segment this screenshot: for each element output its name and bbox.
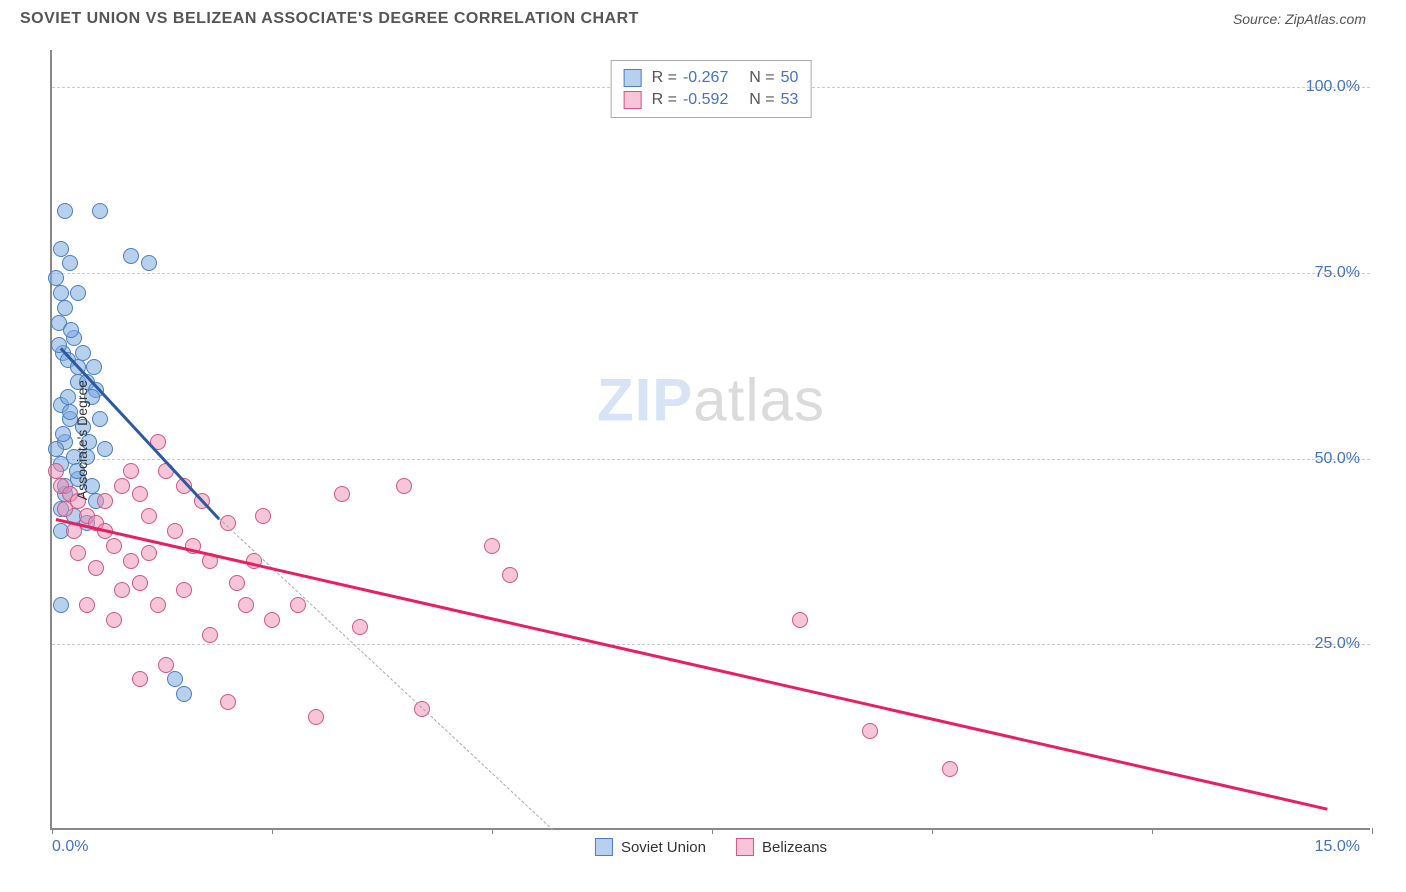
scatter-point: [264, 612, 280, 628]
scatter-point: [106, 538, 122, 554]
scatter-point: [62, 255, 78, 271]
scatter-point: [106, 612, 122, 628]
scatter-point: [220, 515, 236, 531]
stat-n: 53: [781, 91, 799, 109]
scatter-point: [176, 582, 192, 598]
scatter-point: [220, 694, 236, 710]
scatter-point: [92, 411, 108, 427]
scatter-point: [48, 441, 64, 457]
legend-swatch: [595, 838, 613, 856]
legend-swatch: [624, 69, 642, 87]
scatter-point: [167, 671, 183, 687]
scatter-point: [75, 345, 91, 361]
legend-item: Soviet Union: [595, 838, 706, 856]
scatter-point: [114, 478, 130, 494]
stat-n: 50: [781, 69, 799, 87]
y-axis-label: Associate's Degree: [74, 380, 90, 500]
scatter-point: [238, 597, 254, 613]
chart-title: SOVIET UNION VS BELIZEAN ASSOCIATE'S DEG…: [20, 10, 639, 28]
scatter-point: [70, 545, 86, 561]
y-tick-label: 75.0%: [1315, 264, 1360, 282]
stats-legend: R =-0.267 N =50R =-0.592 N =53: [611, 60, 812, 118]
gridline: [52, 273, 1370, 274]
scatter-point: [141, 545, 157, 561]
scatter-point: [88, 560, 104, 576]
scatter-point: [48, 463, 64, 479]
stat-r: -0.267: [683, 69, 728, 87]
scatter-point: [255, 508, 271, 524]
gridline: [52, 459, 1370, 460]
stats-row: R =-0.267 N =50: [624, 67, 799, 89]
scatter-point: [92, 203, 108, 219]
scatter-point: [502, 567, 518, 583]
scatter-point: [70, 285, 86, 301]
scatter-point: [862, 723, 878, 739]
x-tick: [932, 828, 933, 834]
x-tick-label: 15.0%: [1315, 838, 1360, 856]
scatter-point: [63, 322, 79, 338]
scatter-point: [55, 426, 71, 442]
scatter-point: [290, 597, 306, 613]
scatter-point: [53, 285, 69, 301]
y-tick-label: 100.0%: [1306, 78, 1360, 96]
scatter-point: [150, 597, 166, 613]
x-tick: [1372, 828, 1373, 834]
gridline: [52, 644, 1370, 645]
x-tick: [52, 828, 53, 834]
scatter-point: [123, 463, 139, 479]
scatter-point: [57, 300, 73, 316]
scatter-point: [484, 538, 500, 554]
scatter-point: [792, 612, 808, 628]
scatter-point: [167, 523, 183, 539]
scatter-point: [308, 709, 324, 725]
watermark: ZIPatlas: [597, 366, 825, 435]
scatter-point: [79, 597, 95, 613]
scatter-point: [123, 248, 139, 264]
scatter-point: [53, 241, 69, 257]
legend-item: Belizeans: [736, 838, 827, 856]
source-label: Source: ZipAtlas.com: [1233, 11, 1366, 27]
x-tick: [492, 828, 493, 834]
legend-label: Belizeans: [762, 839, 827, 856]
scatter-point: [334, 486, 350, 502]
stats-row: R =-0.592 N =53: [624, 89, 799, 111]
scatter-point: [141, 255, 157, 271]
scatter-point: [942, 761, 958, 777]
scatter-point: [352, 619, 368, 635]
bottom-legend: Soviet Union Belizeans: [595, 838, 827, 856]
scatter-point: [86, 359, 102, 375]
legend-swatch: [736, 838, 754, 856]
x-tick-label: 0.0%: [52, 838, 88, 856]
stat-r: -0.592: [683, 91, 728, 109]
chart-area: ZIPatlas 25.0%50.0%75.0%100.0%0.0%15.0%R…: [50, 50, 1370, 830]
scatter-point: [132, 486, 148, 502]
x-tick: [272, 828, 273, 834]
scatter-point: [396, 478, 412, 494]
scatter-point: [123, 553, 139, 569]
scatter-point: [97, 441, 113, 457]
scatter-point: [48, 270, 64, 286]
scatter-point: [141, 508, 157, 524]
x-tick: [1152, 828, 1153, 834]
plot-region: ZIPatlas 25.0%50.0%75.0%100.0%0.0%15.0%R…: [50, 50, 1370, 830]
y-tick-label: 25.0%: [1315, 635, 1360, 653]
scatter-point: [132, 575, 148, 591]
scatter-point: [202, 627, 218, 643]
scatter-point: [53, 597, 69, 613]
scatter-point: [132, 671, 148, 687]
scatter-point: [176, 686, 192, 702]
trend-line: [219, 518, 554, 831]
trend-line: [56, 518, 1328, 810]
legend-label: Soviet Union: [621, 839, 706, 856]
scatter-point: [114, 582, 130, 598]
scatter-point: [57, 501, 73, 517]
scatter-point: [158, 657, 174, 673]
legend-swatch: [624, 91, 642, 109]
scatter-point: [97, 493, 113, 509]
scatter-point: [229, 575, 245, 591]
y-tick-label: 50.0%: [1315, 450, 1360, 468]
x-tick: [712, 828, 713, 834]
scatter-point: [57, 203, 73, 219]
